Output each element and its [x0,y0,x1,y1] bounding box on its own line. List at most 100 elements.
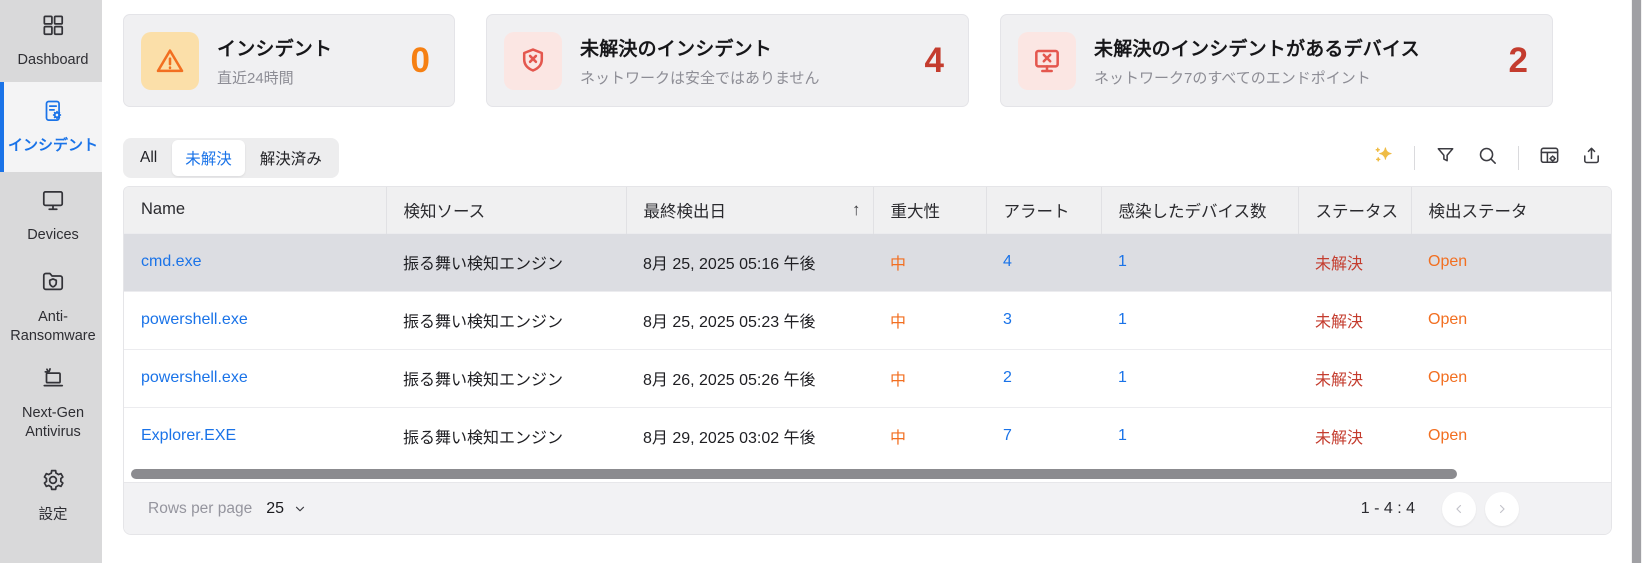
incident-name-link[interactable]: powershell.exe [124,290,386,349]
infected-devices-link[interactable]: 1 [1101,290,1298,349]
card-title: インシデント [217,38,333,60]
horizontal-scrollbar-thumb[interactable] [131,469,1457,479]
sidebar: Dashboard インシデント Anti-Ransomware Devices… [0,0,102,563]
column-header-last-detected[interactable]: 最終検出日 ↑ [625,187,873,233]
table-row[interactable]: powershell.exe 振る舞い検知エンジン 8月 25, 2025 05… [124,290,1611,349]
column-header-severity[interactable]: 重大性 [872,187,986,233]
sidebar-item-devices[interactable]: Anti-Ransomware Devices [0,172,102,259]
folder-shield-icon [40,269,66,300]
card-subtitle: ネットワークは安全ではありません [580,69,820,87]
chevron-left-icon [1456,504,1462,513]
export-icon[interactable] [1580,144,1603,172]
horizontal-scrollbar [124,465,1611,482]
table-row[interactable]: cmd.exe 振る舞い検知エンジン 8月 25, 2025 05:16 午後 … [124,232,1611,291]
detection-source-cell: 振る舞い検知エンジン [386,290,626,349]
detection-status-cell: Open [1411,348,1611,407]
vertical-scrollbar [1631,0,1642,563]
sidebar-item-label: Anti-Ransomware [10,309,96,344]
next-page-button[interactable] [1485,491,1519,526]
search-icon[interactable] [1476,144,1499,172]
sidebar-item-next-gen-antivirus[interactable]: Next-Gen Antivirus [0,355,102,451]
last-detected-cell: 8月 25, 2025 05:16 午後 [626,232,873,291]
sidebar-item-dashboard[interactable]: Dashboard [0,0,102,82]
card-value: 2 [1508,40,1528,80]
table-toolbar [1372,144,1612,172]
sidebar-item-label: Devices [27,226,79,243]
detection-status-cell: Open [1411,232,1611,291]
toolbar-divider [1518,146,1519,170]
last-detected-cell: 8月 25, 2025 05:23 午後 [626,290,873,349]
table-footer: Rows per page 25 1 - 4 : 4 [124,482,1611,534]
sidebar-item-label: Dashboard [17,52,89,69]
alerts-count-link[interactable]: 3 [986,290,1101,349]
sidebar-item-label: Next-Gen Antivirus [21,405,85,440]
pagination-range: 1 - 4 : 4 [1360,499,1415,517]
previous-page-button[interactable] [1442,491,1476,526]
chevron-down-icon [295,506,305,511]
monitor-x-icon [1018,31,1076,90]
status-cell: 未解決 [1298,232,1411,291]
severity-cell: 中 [873,232,986,291]
sort-ascending-icon[interactable]: ↑ [852,199,861,219]
monitor-icon [40,187,66,218]
column-header-infected-devices[interactable]: 感染したデバイス数 [1100,187,1298,233]
card-incidents-24h[interactable]: インシデント 直近24時間 0 [123,14,455,107]
sidebar-item-label: 設定 [38,507,68,524]
infected-devices-link[interactable]: 1 [1101,232,1298,291]
card-subtitle: ネットワーク7のすべてのエンドポイント [1094,69,1371,87]
column-settings-icon[interactable] [1538,144,1561,172]
laptop-bug-icon [40,365,66,396]
sidebar-item-settings[interactable]: 設定 [0,451,102,541]
alerts-count-link[interactable]: 4 [986,232,1101,291]
sidebar-item-anti-ransomware[interactable]: Anti-Ransomware [0,259,102,355]
summary-cards-row: インシデント 直近24時間 0 未解決のインシデント ネットワークは安全ではあり… [123,14,1612,107]
incident-name-link[interactable]: Explorer.EXE [124,406,386,465]
table-row[interactable]: Explorer.EXE 振る舞い検知エンジン 8月 29, 2025 03:0… [124,406,1611,465]
column-header-name[interactable]: Name [124,187,386,233]
infected-devices-link[interactable]: 1 [1101,348,1298,407]
card-devices-with-open-incidents[interactable]: 未解決のインシデントがあるデバイス ネットワーク7のすべてのエンドポイント 2 [1000,14,1553,107]
tab-unresolved[interactable]: 未解決 [172,140,245,176]
vertical-scrollbar-thumb[interactable] [1632,0,1641,563]
ai-sparkle-icon[interactable] [1372,144,1395,172]
filter-icon[interactable] [1434,144,1457,172]
alerts-count-link[interactable]: 7 [986,406,1101,465]
alerts-count-link[interactable]: 2 [986,348,1101,407]
column-header-detection-status[interactable]: 検出ステータ [1410,187,1611,233]
status-cell: 未解決 [1298,348,1411,407]
incident-document-gear-icon [40,98,66,129]
table-row[interactable]: powershell.exe 振る舞い検知エンジン 8月 26, 2025 05… [124,348,1611,407]
table-body: cmd.exe 振る舞い検知エンジン 8月 25, 2025 05:16 午後 … [124,232,1611,465]
status-cell: 未解決 [1298,290,1411,349]
sidebar-item-incidents[interactable]: インシデント [0,82,102,172]
column-header-status[interactable]: ステータス [1297,187,1411,233]
detection-source-cell: 振る舞い検知エンジン [386,348,626,407]
incidents-table: Name 検知ソース 最終検出日 ↑ 重大性 アラート 感染したデバイス数 ステー… [124,187,1611,465]
sidebar-item-label: インシデント [7,137,98,155]
column-header-alerts[interactable]: アラート [985,187,1101,233]
rows-per-page-label: Rows per page [148,499,253,517]
card-value: 0 [410,40,430,80]
card-title: 未解決のインシデント [580,38,773,60]
tab-resolved[interactable]: 解決済み [259,151,322,168]
severity-cell: 中 [873,406,986,465]
table-header-row: Name 検知ソース 最終検出日 ↑ 重大性 アラート 感染したデバイス数 ステー… [124,187,1611,233]
infected-devices-link[interactable]: 1 [1101,406,1298,465]
gear-icon [40,467,66,498]
rows-per-page-select[interactable]: 25 [266,500,307,518]
tab-all[interactable]: All [140,149,158,166]
shield-x-icon [504,31,562,90]
card-open-incidents[interactable]: 未解決のインシデント ネットワークは安全ではありません 4 [486,14,969,107]
card-subtitle: 直近24時間 [217,69,294,87]
toolbar-divider [1414,146,1415,170]
last-detected-cell: 8月 29, 2025 03:02 午後 [626,406,873,465]
detection-source-cell: 振る舞い検知エンジン [386,406,626,465]
detection-status-cell: Open [1411,290,1611,349]
warning-triangle-icon [141,31,199,90]
incident-name-link[interactable]: cmd.exe [124,232,386,291]
incident-name-link[interactable]: powershell.exe [124,348,386,407]
incidents-table-panel: Name 検知ソース 最終検出日 ↑ 重大性 アラート 感染したデバイス数 ステー… [123,186,1612,535]
column-header-detection-source[interactable]: 検知ソース [385,187,626,233]
chevron-right-icon [1499,504,1505,513]
